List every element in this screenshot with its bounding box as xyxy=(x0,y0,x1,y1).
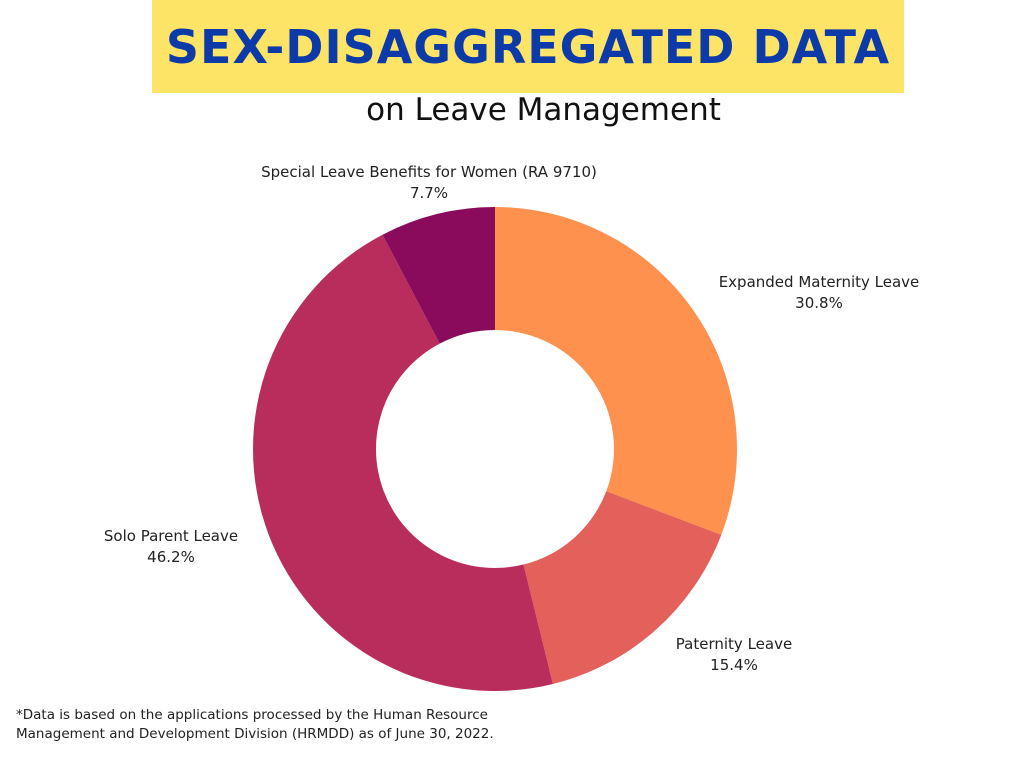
footnote-line-1: *Data is based on the applications proce… xyxy=(16,707,488,723)
slice-value-expanded-maternity-leave: 30.8% xyxy=(795,294,843,312)
slice-value-special-leave-benefits-for-women-ra-9710: 7.7% xyxy=(410,184,448,202)
slice-label-expanded-maternity-leave: Expanded Maternity Leave xyxy=(719,273,920,291)
slice-paternity-leave xyxy=(523,491,722,684)
slice-expanded-maternity-leave xyxy=(495,207,737,535)
slice-label-special-leave-benefits-for-women-ra-9710: Special Leave Benefits for Women (RA 971… xyxy=(261,163,597,181)
slice-label-solo-parent-leave: Solo Parent Leave xyxy=(104,527,238,545)
slice-value-solo-parent-leave: 46.2% xyxy=(147,548,195,566)
page-title: SEX-DISAGGREGATED DATA xyxy=(165,19,891,74)
slice-special-leave-benefits-for-women-ra-9710 xyxy=(382,207,495,344)
footnote: *Data is based on the applications proce… xyxy=(16,706,616,744)
footnote-line-2: Management and Development Division (HRM… xyxy=(16,726,494,742)
slice-solo-parent-leave xyxy=(253,234,553,691)
slice-value-paternity-leave: 15.4% xyxy=(710,656,758,674)
title-banner: SEX-DISAGGREGATED DATA xyxy=(152,0,904,93)
slice-label-paternity-leave: Paternity Leave xyxy=(676,635,792,653)
page-subtitle: on Leave Management xyxy=(366,92,721,128)
